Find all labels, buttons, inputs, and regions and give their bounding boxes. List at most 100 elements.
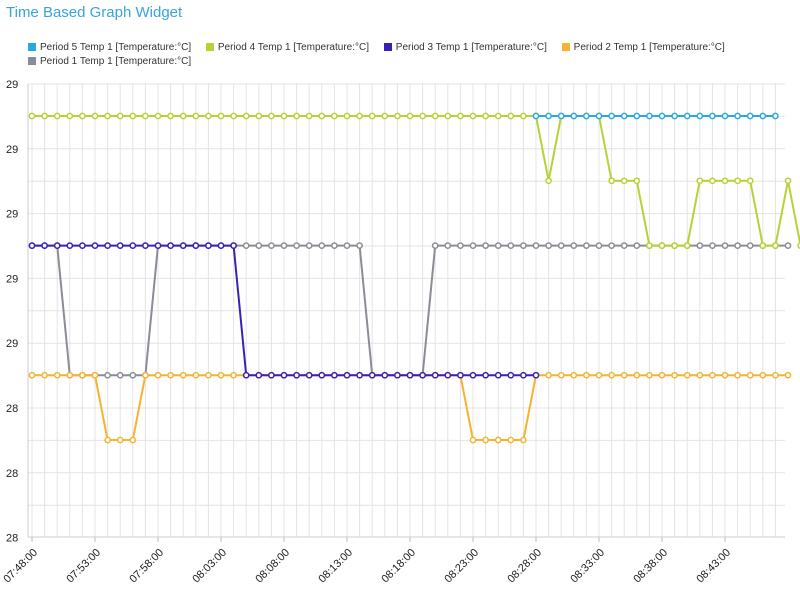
data-point bbox=[746, 177, 754, 185]
data-point bbox=[759, 112, 767, 120]
data-point bbox=[217, 371, 225, 379]
data-point bbox=[331, 112, 338, 120]
data-point bbox=[66, 371, 74, 379]
x-tick-label: 08:08:00 bbox=[253, 547, 292, 586]
data-point bbox=[179, 112, 187, 120]
data-point bbox=[532, 112, 540, 120]
data-point bbox=[494, 112, 502, 120]
data-point bbox=[772, 242, 779, 249]
data-point bbox=[91, 242, 99, 249]
data-point bbox=[129, 112, 137, 120]
data-point bbox=[129, 436, 137, 444]
data-point bbox=[356, 242, 363, 249]
data-point bbox=[658, 242, 666, 249]
data-point bbox=[444, 242, 452, 249]
data-point bbox=[620, 112, 628, 120]
legend-swatch bbox=[561, 43, 570, 51]
data-point bbox=[305, 112, 313, 120]
data-point bbox=[293, 371, 300, 379]
data-point bbox=[620, 177, 628, 185]
data-point bbox=[79, 242, 86, 249]
data-point bbox=[646, 242, 653, 249]
data-point bbox=[721, 242, 729, 249]
data-point bbox=[759, 242, 767, 249]
data-point bbox=[53, 371, 61, 379]
data-point bbox=[318, 112, 326, 120]
data-point bbox=[305, 371, 313, 379]
data-point bbox=[545, 177, 552, 185]
data-point bbox=[444, 371, 452, 379]
data-point bbox=[79, 112, 86, 120]
data-point bbox=[242, 242, 250, 249]
legend-swatch bbox=[28, 57, 36, 65]
data-point bbox=[671, 112, 678, 120]
data-point bbox=[494, 436, 502, 444]
data-point bbox=[431, 112, 439, 120]
legend-label: Period 1 Temp 1 [Temperature:°C] bbox=[40, 56, 192, 67]
legend-item-period-4[interactable]: Period 4 Temp 1 [Temperature:°C] bbox=[205, 41, 369, 55]
legend-item-period-1[interactable]: Period 1 Temp 1 [Temperature:°C] bbox=[28, 55, 191, 69]
chart-legend: Period 5 Temp 1 [Temperature:°C] Period … bbox=[28, 41, 788, 69]
legend-item-period-3[interactable]: Period 3 Temp 1 [Temperature:°C] bbox=[383, 41, 547, 55]
x-tick-label: 08:33:00 bbox=[568, 547, 607, 586]
legend-label: Period 2 Temp 1 [Temperature:°C] bbox=[573, 42, 725, 53]
data-point bbox=[66, 242, 74, 249]
data-point bbox=[734, 177, 741, 185]
data-point bbox=[671, 242, 678, 249]
data-point bbox=[419, 112, 426, 120]
data-point bbox=[268, 242, 275, 249]
data-point bbox=[242, 371, 250, 379]
data-point bbox=[331, 371, 338, 379]
data-point bbox=[482, 436, 489, 444]
data-point bbox=[28, 371, 36, 379]
data-point bbox=[255, 371, 263, 379]
data-point bbox=[318, 242, 326, 249]
data-point bbox=[179, 371, 187, 379]
data-point bbox=[507, 242, 515, 249]
y-tick-label: 29 bbox=[6, 338, 18, 350]
data-point bbox=[520, 112, 527, 120]
data-point bbox=[356, 371, 363, 379]
data-point bbox=[104, 371, 111, 379]
data-point bbox=[721, 112, 729, 120]
data-point bbox=[53, 112, 61, 120]
data-point bbox=[192, 371, 200, 379]
legend-item-period-5[interactable]: Period 5 Temp 1 [Temperature:°C] bbox=[28, 41, 191, 55]
x-tick-label: 07:48:00 bbox=[1, 547, 40, 586]
data-point bbox=[457, 371, 464, 379]
data-point bbox=[520, 371, 527, 379]
data-point bbox=[784, 371, 792, 379]
data-point bbox=[507, 371, 515, 379]
data-point bbox=[721, 371, 729, 379]
legend-swatch bbox=[28, 43, 36, 51]
data-point bbox=[784, 242, 792, 249]
data-point bbox=[746, 371, 754, 379]
data-point bbox=[104, 242, 111, 249]
data-point bbox=[507, 112, 515, 120]
data-point bbox=[104, 436, 111, 444]
data-point bbox=[721, 177, 729, 185]
data-point bbox=[280, 242, 288, 249]
data-point bbox=[507, 436, 515, 444]
data-point bbox=[683, 242, 691, 249]
data-point bbox=[494, 371, 502, 379]
series-lines bbox=[28, 112, 800, 444]
series-3 bbox=[28, 242, 540, 379]
y-tick-label: 28 bbox=[6, 533, 18, 545]
series-1 bbox=[532, 112, 779, 120]
legend-item-period-2[interactable]: Period 2 Temp 1 [Temperature:°C] bbox=[561, 41, 725, 55]
data-point bbox=[709, 371, 716, 379]
data-point bbox=[368, 112, 376, 120]
data-point bbox=[545, 242, 552, 249]
x-tick-label: 08:28:00 bbox=[505, 547, 544, 586]
data-point bbox=[583, 112, 590, 120]
data-point bbox=[608, 177, 615, 185]
legend-label: Period 5 Temp 1 [Temperature:°C] bbox=[40, 42, 192, 53]
data-point bbox=[494, 242, 502, 249]
legend-label: Period 3 Temp 1 [Temperature:°C] bbox=[395, 42, 547, 53]
data-point bbox=[570, 112, 578, 120]
data-point bbox=[633, 112, 641, 120]
data-point bbox=[734, 112, 741, 120]
axes bbox=[27, 84, 785, 542]
